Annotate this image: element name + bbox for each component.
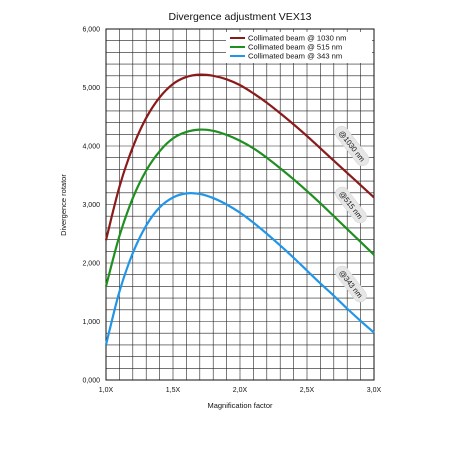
x-tick-label: 2,5X	[300, 387, 315, 394]
y-tick-label: 0,000	[82, 378, 100, 385]
legend-label-1030: Collimated beam @ 1030 nm	[248, 34, 346, 43]
y-tick-label: 6,000	[82, 27, 100, 34]
x-tick-label: 1,5X	[166, 387, 181, 394]
y-tick-label: 5,000	[82, 85, 100, 92]
series-lines	[104, 73, 375, 346]
series-line-1030	[104, 73, 375, 241]
curve-annotations: @1030 nm@515 nm@343 nm	[334, 125, 370, 303]
annotation-pill	[335, 186, 367, 224]
x-tick-label: 1,0X	[99, 387, 114, 394]
y-tick-label: 2,000	[82, 261, 100, 268]
plot-frame	[105, 28, 375, 381]
chart-axes: 1,0X 1,5X 2,0X 2,5X 3,0X 0,000 1,000 2,000 3,000…	[82, 27, 381, 395]
legend-label-515: Collimated beam @ 515 nm	[248, 43, 342, 52]
chart-grid	[105, 28, 375, 381]
x-axis-label: Magnification factor	[207, 401, 273, 410]
annotation-pill	[334, 125, 370, 167]
y-axis-label: Divergence rotator	[59, 174, 68, 236]
legend-label-343: Collimated beam @ 343 nm	[248, 52, 342, 61]
annotation-pill	[335, 265, 367, 303]
y-tick-label: 3,000	[82, 202, 100, 209]
chart-title: Divergence adjustment VEX13	[169, 11, 312, 23]
x-tick-label: 3,0X	[367, 387, 382, 394]
y-tick-label: 1,000	[82, 319, 100, 326]
y-tick-label: 4,000	[82, 144, 100, 151]
annotation-343: @343 nm	[335, 265, 367, 303]
series-line-343	[104, 192, 375, 346]
legend-box	[226, 32, 372, 63]
x-tick-label: 2,0X	[233, 387, 248, 394]
series-line-515	[104, 128, 375, 287]
